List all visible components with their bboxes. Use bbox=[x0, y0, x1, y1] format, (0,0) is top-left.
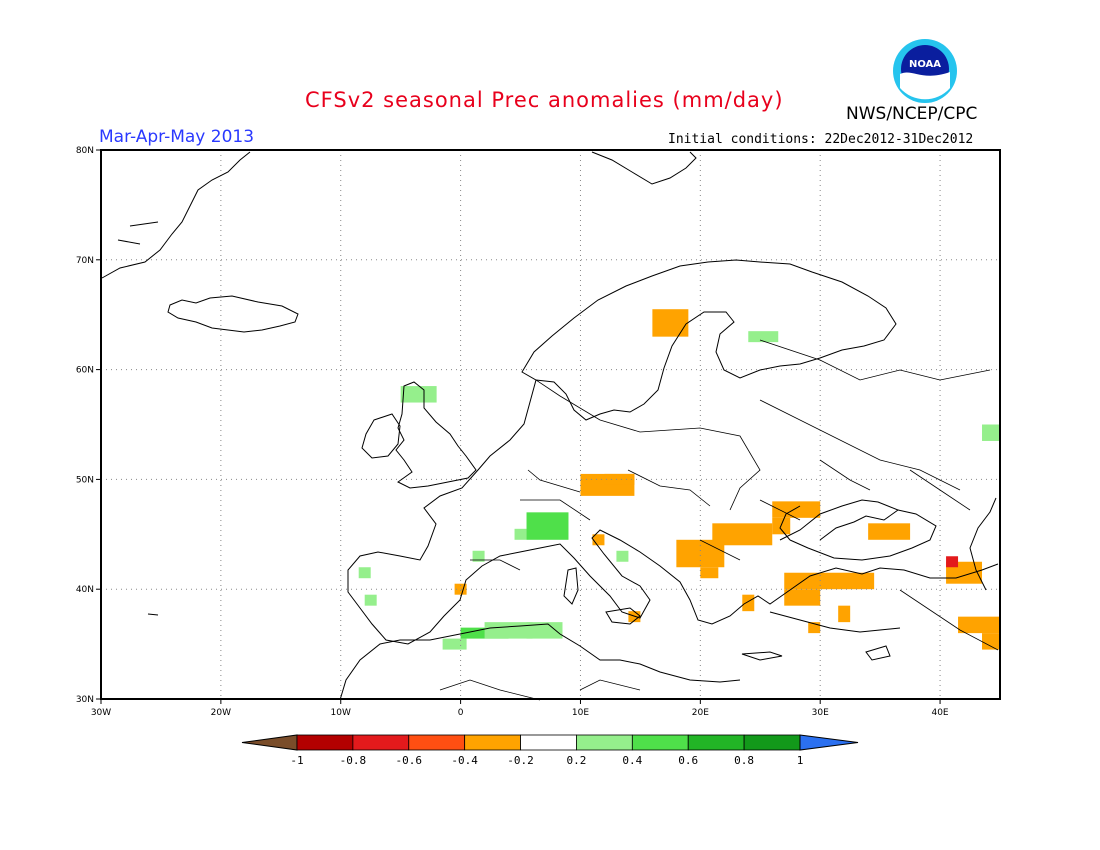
colorbar-segment bbox=[520, 734, 577, 751]
lat-tick-label: 70N bbox=[76, 256, 94, 266]
anomaly-cell bbox=[748, 331, 779, 343]
anomaly-cell bbox=[946, 556, 959, 568]
anomaly-cell bbox=[982, 633, 1000, 650]
anomaly-cell bbox=[982, 424, 1000, 441]
colorbar-high-arrow bbox=[799, 734, 859, 751]
lon-tick-label: 10E bbox=[572, 708, 589, 718]
anomaly-cell bbox=[364, 594, 377, 606]
colorbar-low-arrow bbox=[241, 734, 298, 751]
coast-north-africa bbox=[339, 623, 741, 701]
anomaly-cell bbox=[400, 386, 437, 403]
graticule bbox=[101, 150, 1000, 699]
colorbar-segment bbox=[576, 734, 633, 751]
coast-caspian bbox=[969, 497, 997, 591]
lon-tick-label: 0 bbox=[458, 708, 464, 718]
colorbar-segment bbox=[687, 734, 745, 751]
lon-tick-label: 30W bbox=[91, 708, 111, 718]
lat-tick-label: 80N bbox=[76, 146, 94, 156]
anomaly-cell bbox=[784, 572, 875, 590]
coast-crete bbox=[741, 651, 783, 661]
anomaly-cell bbox=[514, 528, 527, 540]
anomaly-cell bbox=[784, 589, 821, 606]
colorbar-label: 0.2 bbox=[567, 754, 587, 767]
colorbar-label: 0.8 bbox=[734, 754, 754, 767]
coast-sardinia bbox=[563, 567, 579, 605]
anomaly-cell bbox=[772, 501, 821, 518]
anomaly-cells bbox=[358, 309, 1000, 650]
colorbar-label: 1 bbox=[797, 754, 804, 767]
anomaly-cell bbox=[604, 473, 635, 485]
colorbar-segment bbox=[408, 734, 466, 751]
map-title: CFSv2 seasonal Prec anomalies (mm/day) bbox=[305, 88, 784, 112]
lon-tick-label: 20E bbox=[692, 708, 709, 718]
lat-tick-label: 30N bbox=[76, 695, 94, 705]
colorbar-label: -0.8 bbox=[340, 754, 367, 767]
colorbar-label: -0.6 bbox=[396, 754, 423, 767]
initial-conditions-label: Initial conditions: 22Dec2012-31Dec2012 bbox=[668, 132, 974, 147]
lat-tick-label: 60N bbox=[76, 366, 94, 376]
coast-greenland bbox=[101, 151, 251, 279]
anomaly-cell bbox=[652, 309, 689, 337]
colorbar-segment bbox=[296, 734, 354, 751]
agency-label: NWS/NCEP/CPC bbox=[846, 104, 978, 124]
anomaly-cell bbox=[838, 605, 851, 623]
colorbar: -1 -0.8 -0.6 -0.4 -0.2 0.2 0.4 0.6 0.8 1 bbox=[241, 734, 859, 767]
colorbar-label: -1 bbox=[290, 754, 303, 767]
anomaly-cell bbox=[592, 534, 605, 546]
lon-tick-label: 20W bbox=[211, 708, 231, 718]
anomaly-cell bbox=[484, 622, 533, 639]
coast-great-britain bbox=[395, 381, 477, 489]
lon-tick-label: 30E bbox=[812, 708, 829, 718]
coast-sicily bbox=[605, 607, 641, 625]
lat-tick-label: 50N bbox=[76, 475, 94, 485]
colorbar-segment bbox=[464, 734, 521, 751]
coast-continent bbox=[347, 379, 999, 645]
anomaly-cell bbox=[442, 638, 467, 650]
coast-iceland bbox=[167, 295, 299, 333]
season-label: Mar-Apr-May 2013 bbox=[99, 127, 255, 147]
coast-islet bbox=[147, 613, 159, 616]
anomaly-cell bbox=[868, 523, 911, 540]
colorbar-segment bbox=[631, 734, 689, 751]
anomaly-cell bbox=[472, 550, 485, 562]
anomaly-cell bbox=[526, 622, 563, 639]
colorbar-label: 0.6 bbox=[678, 754, 698, 767]
anomaly-cell bbox=[712, 523, 773, 546]
coastlines bbox=[101, 151, 999, 701]
anomaly-cell bbox=[742, 594, 755, 612]
colorbar-segment bbox=[743, 734, 801, 751]
anomaly-cell bbox=[454, 583, 467, 595]
anomaly-cell bbox=[616, 550, 629, 562]
lon-tick-label: 10W bbox=[331, 708, 351, 718]
axis-ticks: 30W 20W 10W 0 10E 20E 30E 40E 30N 40N 50N 60N 70N 80N bbox=[76, 146, 949, 718]
noaa-logo-icon: NOAA bbox=[893, 39, 957, 103]
anomaly-cell bbox=[526, 512, 569, 540]
colorbar-label: 0.4 bbox=[622, 754, 642, 767]
coast-anatolia bbox=[769, 611, 901, 633]
anomaly-cell bbox=[808, 622, 821, 634]
borders bbox=[439, 339, 999, 701]
anomaly-cell bbox=[958, 616, 1000, 634]
coast-ireland bbox=[361, 413, 401, 459]
noaa-logo-text: NOAA bbox=[909, 59, 941, 70]
coast-cyprus bbox=[865, 645, 891, 661]
anomaly-cell bbox=[700, 567, 719, 579]
lat-tick-label: 40N bbox=[76, 585, 94, 595]
colorbar-label: -0.4 bbox=[451, 754, 478, 767]
lon-tick-label: 40E bbox=[931, 708, 948, 718]
anomaly-cell bbox=[358, 567, 371, 579]
colorbar-label: -0.2 bbox=[507, 754, 534, 767]
coast-scandinavia bbox=[521, 259, 897, 421]
colorbar-segment bbox=[352, 734, 410, 751]
map-frame bbox=[100, 149, 1001, 700]
coast-black-sea bbox=[779, 505, 937, 561]
coast-svalbard bbox=[591, 151, 697, 185]
